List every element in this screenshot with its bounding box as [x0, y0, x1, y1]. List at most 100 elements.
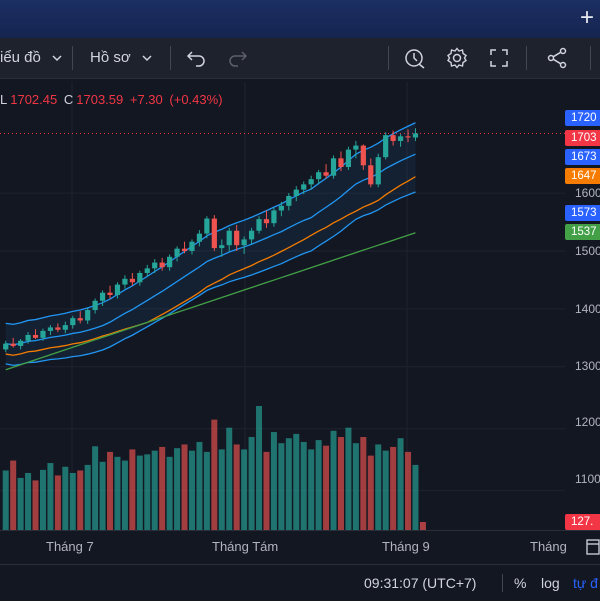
- share-icon[interactable]: [545, 46, 569, 70]
- candle-body: [360, 145, 366, 166]
- new-tab-button[interactable]: +: [579, 4, 594, 31]
- chart-type-menu[interactable]: iểu đồ: [0, 38, 63, 78]
- volume-bar: [256, 406, 263, 530]
- candle-body: [107, 292, 113, 295]
- candle-body: [25, 334, 31, 341]
- ma-green-tag: 1537: [565, 224, 600, 240]
- log-toggle[interactable]: log: [541, 575, 560, 591]
- volume-bar: [174, 448, 181, 530]
- candle-body: [85, 310, 91, 321]
- undo-icon[interactable]: [184, 46, 208, 70]
- bb-upper-tag: 1720: [565, 110, 600, 126]
- candle-body: [248, 230, 255, 240]
- volume-bar: [188, 450, 195, 530]
- volume-bar: [166, 456, 173, 530]
- volume-bar: [405, 451, 412, 530]
- candle-body: [55, 327, 61, 330]
- candle-body: [330, 158, 337, 176]
- alert-clock-icon[interactable]: [403, 46, 427, 70]
- toolbar-divider: [388, 46, 389, 70]
- candle-body: [144, 268, 150, 273]
- candle-body: [189, 241, 195, 251]
- volume-bar: [323, 445, 330, 530]
- fullscreen-icon[interactable]: [487, 46, 511, 70]
- candle-body: [234, 230, 240, 246]
- volume-bar: [218, 449, 225, 530]
- toolbar-divider: [590, 46, 591, 70]
- candle-body: [219, 245, 225, 249]
- volume-bar: [397, 438, 404, 530]
- candle-body: [383, 135, 389, 158]
- volume-bar: [25, 472, 32, 530]
- price-tick: 1200: [575, 415, 600, 429]
- volume-bar: [241, 449, 248, 530]
- volume-bar: [300, 441, 307, 530]
- volume-bar: [270, 432, 277, 530]
- time-tick: Tháng Tám: [212, 539, 279, 554]
- clock-display[interactable]: 09:31:07 (UTC+7): [364, 575, 477, 591]
- candle-body: [181, 248, 188, 251]
- volume-bar-current: [419, 522, 426, 530]
- candle-body: [122, 278, 128, 285]
- volume-bar: [144, 454, 151, 530]
- volume-bar: [196, 441, 203, 530]
- candle-body: [278, 205, 284, 211]
- volume-bar: [345, 427, 352, 530]
- candle-body: [137, 272, 143, 283]
- volume-bar: [233, 444, 240, 530]
- bollinger-lower-line: [5, 191, 416, 367]
- volume-bar: [203, 451, 210, 530]
- change-value: +7.30: [129, 92, 163, 107]
- time-axis[interactable]: Tháng 7 Tháng Tám Tháng 9 Tháng: [0, 530, 600, 565]
- price-tick: 1300: [575, 359, 600, 373]
- time-tick: Tháng: [530, 539, 567, 554]
- ma-orange-tag: 1647: [565, 168, 600, 184]
- volume-bar: [129, 449, 136, 530]
- close-value: 1703.59: [76, 92, 124, 107]
- candle-body: [174, 248, 180, 257]
- candle-body: [293, 189, 299, 196]
- volume-bar: [159, 446, 166, 530]
- candlestick-chart[interactable]: [0, 82, 565, 530]
- volume-bar: [17, 477, 24, 530]
- volume-bar: [107, 451, 114, 530]
- status-bar: 09:31:07 (UTC+7) % log tự đ: [0, 564, 600, 601]
- candle-body: [32, 334, 39, 338]
- top-bar: +: [0, 0, 600, 39]
- candle-body: [316, 172, 322, 180]
- volume-bar: [360, 437, 367, 530]
- volume-bar: [121, 460, 128, 530]
- change-percent: (+0.43%): [169, 92, 223, 107]
- volume-bar: [285, 438, 292, 530]
- candle-body: [405, 136, 411, 138]
- chart-toolbar: iểu đồ Hồ sơ: [0, 38, 600, 79]
- auto-toggle[interactable]: tự đ: [573, 575, 598, 591]
- volume-bar: [32, 480, 39, 530]
- toolbar-divider: [526, 46, 527, 70]
- volume-bar: [92, 446, 99, 530]
- volume-bar: [62, 466, 69, 530]
- candle-body: [129, 278, 135, 283]
- candle-body: [204, 218, 210, 234]
- gear-icon[interactable]: [445, 46, 469, 70]
- candle-body: [412, 133, 419, 138]
- percent-toggle[interactable]: %: [514, 575, 527, 591]
- volume-bar: [278, 443, 285, 530]
- last-price-tag: 1703: [565, 130, 600, 146]
- volume-bar: [293, 433, 300, 530]
- chart-type-label: iểu đồ: [0, 49, 41, 66]
- volume-bar: [84, 464, 91, 530]
- calendar-icon[interactable]: [586, 537, 600, 557]
- low-value: 1702.45: [10, 92, 58, 107]
- moving-average-green-line: [5, 232, 416, 371]
- redo-icon[interactable]: [226, 46, 250, 70]
- toolbar-divider: [72, 46, 73, 70]
- profile-menu[interactable]: Hồ sơ: [90, 38, 153, 78]
- candle-body: [47, 327, 54, 331]
- volume-bar: [211, 419, 218, 530]
- candle-body: [375, 157, 381, 185]
- candle-body: [256, 219, 262, 231]
- time-tick: Tháng 9: [382, 539, 430, 554]
- price-tick: 1100: [575, 472, 600, 486]
- candle-body: [10, 343, 16, 346]
